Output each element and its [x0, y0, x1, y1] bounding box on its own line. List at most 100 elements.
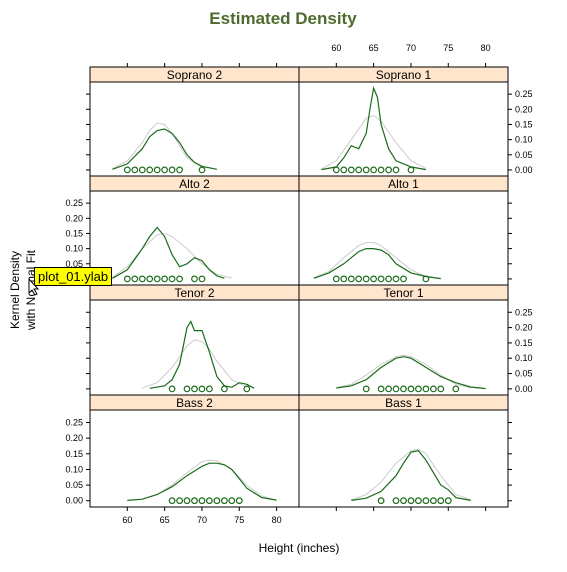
panel-strip-label: Bass 1 — [385, 396, 422, 410]
data-point — [220, 497, 228, 505]
data-point — [415, 385, 422, 393]
data-point — [340, 275, 348, 283]
density-line — [313, 248, 441, 280]
data-point — [385, 275, 393, 283]
x-tick-label: 75 — [234, 515, 244, 525]
normal-fit-line — [313, 242, 441, 280]
panel-strip-label: Alto 2 — [179, 177, 210, 191]
panel-frame — [298, 409, 509, 508]
data-point — [138, 166, 146, 174]
x-tick-label: 75 — [443, 43, 453, 53]
y-tick-label: 0.00 — [515, 165, 533, 175]
panel-strip-label: Soprano 2 — [167, 68, 223, 82]
y-tick-label: 0.20 — [515, 323, 533, 333]
data-point — [377, 385, 385, 393]
y-tick-label: 0.05 — [65, 480, 83, 490]
mouse-cursor-icon — [28, 278, 40, 296]
data-point — [198, 385, 206, 393]
y-tick-label: 0.15 — [65, 449, 83, 459]
data-point — [385, 385, 393, 393]
data-point — [123, 275, 131, 283]
data-point — [377, 166, 385, 174]
density-line — [149, 320, 255, 389]
data-point — [168, 385, 176, 393]
data-point — [392, 275, 400, 283]
density-line — [112, 226, 225, 279]
data-point — [198, 166, 206, 174]
data-point — [220, 385, 228, 393]
data-point — [146, 166, 154, 174]
data-point — [183, 385, 191, 393]
data-point — [377, 497, 385, 505]
data-point — [176, 497, 184, 505]
density-line — [112, 128, 218, 170]
data-point — [168, 275, 176, 283]
y-tick-label: 0.15 — [515, 338, 533, 348]
y-tick-label: 0.20 — [65, 213, 83, 223]
data-point — [407, 497, 415, 505]
y-tick-label: 0.25 — [65, 198, 83, 208]
data-point — [392, 166, 400, 174]
panel-frame — [298, 81, 509, 177]
y-tick-label: 0.10 — [65, 244, 83, 254]
tooltip: plot_01.ylab — [34, 267, 113, 286]
data-point — [146, 275, 154, 283]
data-point — [407, 166, 415, 174]
panel-frame — [298, 190, 509, 286]
chart-title: Estimated Density — [209, 9, 357, 28]
normal-fit-line — [142, 459, 277, 501]
x-tick-label: 80 — [272, 515, 282, 525]
y-tick-label: 0.05 — [515, 369, 533, 379]
data-point — [191, 497, 198, 505]
y-tick-label: 0.10 — [515, 135, 533, 145]
panel-strip-label: Tenor 1 — [383, 286, 423, 300]
data-point — [370, 275, 378, 283]
panel-strip-label: Tenor 2 — [174, 286, 214, 300]
panel-frame — [89, 299, 300, 396]
data-point — [392, 385, 400, 393]
panel-strip-label: Alto 1 — [388, 177, 419, 191]
y-tick-label: 0.05 — [65, 259, 83, 269]
data-point — [422, 385, 430, 393]
data-point — [228, 497, 236, 505]
data-point — [362, 166, 370, 174]
data-point — [183, 497, 191, 505]
data-point — [347, 166, 355, 174]
y-tick-label: 0.05 — [515, 150, 533, 160]
y-tick-label: 0.25 — [515, 89, 533, 99]
x-tick-label: 65 — [160, 515, 170, 525]
panel-frame — [89, 409, 300, 508]
y-tick-label: 0.15 — [515, 119, 533, 129]
y-tick-label: 0.00 — [65, 496, 83, 506]
data-point — [340, 166, 348, 174]
density-line — [127, 462, 277, 501]
panel-frame — [298, 299, 509, 396]
normal-fit-line — [142, 339, 248, 389]
data-point — [332, 166, 340, 174]
data-point — [168, 166, 176, 174]
data-point — [123, 166, 131, 174]
normal-fit-line — [112, 122, 203, 169]
data-point — [332, 275, 340, 283]
data-point — [153, 166, 161, 174]
data-point — [176, 275, 184, 283]
data-point — [355, 166, 363, 174]
data-point — [205, 385, 213, 393]
data-point — [437, 497, 445, 505]
data-point — [161, 166, 169, 174]
data-point — [444, 497, 452, 505]
data-point — [415, 497, 422, 505]
y-axis-label-line-1: Kernel Density — [8, 251, 22, 329]
y-tick-label: 0.15 — [65, 228, 83, 238]
x-tick-label: 60 — [331, 43, 341, 53]
data-point — [168, 497, 176, 505]
x-tick-label: 70 — [406, 43, 416, 53]
y-tick-label: 0.10 — [65, 464, 83, 474]
data-point — [131, 166, 139, 174]
data-point — [235, 497, 243, 505]
y-tick-label: 0.10 — [515, 353, 533, 363]
data-point — [430, 497, 437, 505]
data-point — [370, 166, 378, 174]
data-point — [198, 497, 206, 505]
outer-frame — [89, 66, 509, 508]
